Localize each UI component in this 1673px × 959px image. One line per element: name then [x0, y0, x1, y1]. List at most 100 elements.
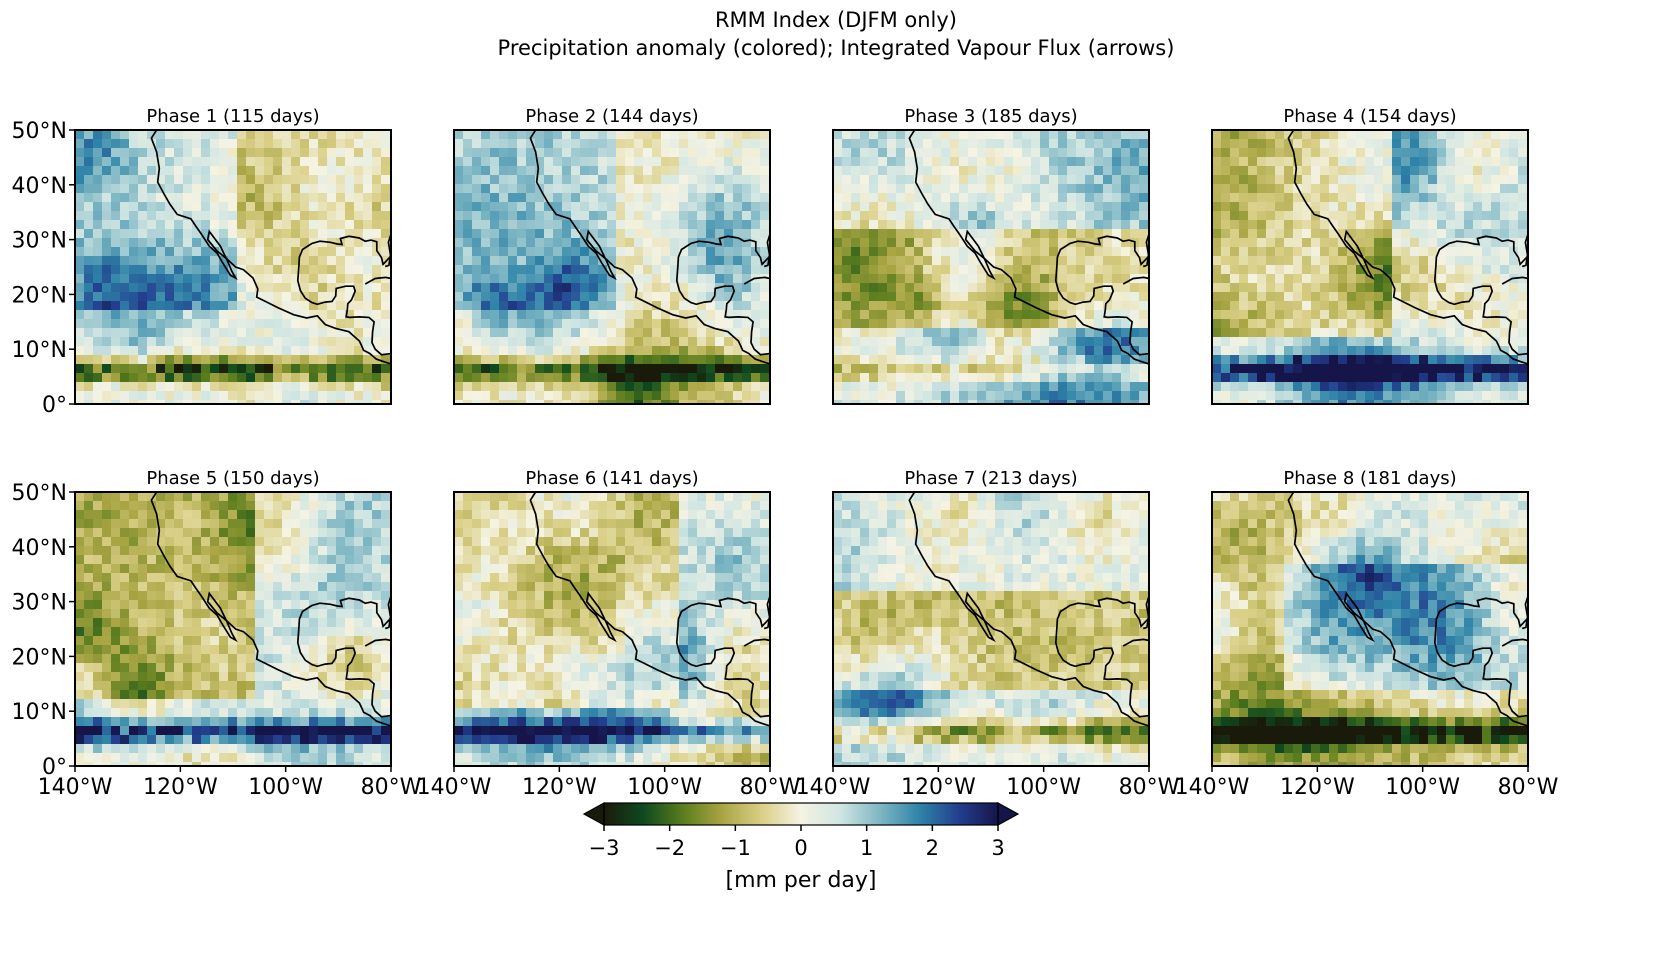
coastline — [675, 597, 770, 718]
coastline — [743, 638, 770, 647]
coastline — [150, 130, 391, 365]
coastline — [529, 130, 770, 365]
panel-frame — [1211, 129, 1529, 405]
colorbar-tick-label: −2 — [654, 836, 685, 860]
lon-tick-label: 120°W — [522, 775, 597, 800]
lon-tick-label: 100°W — [1385, 775, 1460, 800]
map-panel: Phase 4 (154 days) — [1211, 106, 1529, 405]
coastline — [675, 235, 770, 356]
map-panel: Phase 1 (115 days) 50°N 40°N 30°N 20°N 10°N 0° — [12, 106, 392, 418]
coastline — [1287, 492, 1528, 727]
panel-frame — [74, 491, 392, 767]
panel-frame — [453, 129, 771, 405]
lat-tick-label: 20°N — [12, 645, 67, 670]
colorbar-tick-label: 3 — [991, 836, 1004, 860]
colorbar-gradient — [604, 803, 998, 825]
coastline — [1501, 276, 1528, 285]
lon-tick-label: 120°W — [1280, 775, 1355, 800]
figure-title-line1: RMM Index (DJFM only) — [715, 8, 957, 32]
panel-frame — [74, 129, 392, 405]
precip-anomaly-field — [454, 130, 770, 404]
map-panel: Phase 7 (213 days) 140°W 120°W 100°W 80°W — [796, 468, 1180, 800]
colorbar-extend-low — [582, 801, 605, 827]
colorbar-tick-label: 1 — [860, 836, 873, 860]
panel-title: Phase 7 (213 days) — [904, 468, 1077, 489]
coastline — [1433, 235, 1528, 356]
lat-tick-label: 20°N — [12, 283, 67, 308]
lon-tick-label: 100°W — [627, 775, 702, 800]
lon-tick-label: 100°W — [1006, 775, 1081, 800]
coastline — [296, 597, 391, 718]
lon-tick-label: 140°W — [796, 775, 871, 800]
precip-anomaly-field — [75, 492, 391, 766]
lat-tick-label: 50°N — [12, 481, 67, 506]
map-panel: Phase 2 (144 days) — [453, 106, 771, 405]
lon-tick-label: 120°W — [143, 775, 218, 800]
panel-title: Phase 5 (150 days) — [146, 468, 319, 489]
lon-tick-label: 80°W — [740, 775, 801, 800]
panel-title: Phase 8 (181 days) — [1283, 468, 1456, 489]
lat-tick-label: 0° — [42, 393, 67, 418]
coastline — [364, 276, 391, 285]
coastline — [296, 235, 391, 356]
panel-grid: Phase 1 (115 days) 50°N 40°N 30°N 20°N 10°N 0°… — [12, 106, 1559, 800]
lon-tick-label: 80°W — [1498, 775, 1559, 800]
map-panel: Phase 6 (141 days) 140°W 120°W 100°W 80°W — [417, 468, 801, 800]
precip-anomaly-field — [75, 130, 391, 404]
coastline — [1501, 638, 1528, 647]
coastline — [743, 276, 770, 285]
lat-tick-label: 30°N — [12, 591, 67, 616]
lat-tick-label: 40°N — [12, 174, 67, 199]
lat-tick-label: 10°N — [12, 700, 67, 725]
panel-frame — [832, 491, 1150, 767]
lat-tick-label: 10°N — [12, 338, 67, 363]
precip-anomaly-field — [833, 130, 1149, 404]
colorbar-tick-label: 0 — [794, 836, 807, 860]
panel-frame — [453, 491, 771, 767]
lat-tick-label: 40°N — [12, 536, 67, 561]
precip-anomaly-field — [1212, 492, 1528, 766]
precip-anomaly-field — [1212, 130, 1528, 404]
coastline — [1433, 597, 1528, 718]
colorbar-tick-label: 2 — [926, 836, 939, 860]
coastline — [1054, 597, 1149, 718]
panel-frame — [1211, 491, 1529, 767]
precip-anomaly-field — [833, 492, 1149, 766]
panel-title: Phase 2 (144 days) — [525, 106, 698, 127]
panel-title: Phase 3 (185 days) — [904, 106, 1077, 127]
lon-tick-label: 100°W — [248, 775, 323, 800]
precip-anomaly-field — [454, 492, 770, 766]
coastline — [529, 492, 770, 727]
lat-tick-label: 0° — [42, 755, 67, 780]
map-panel: Phase 5 (150 days) 50°N 40°N 30°N 20°N 10°N 0°… — [12, 468, 422, 800]
panel-title: Phase 1 (115 days) — [146, 106, 319, 127]
coastline — [150, 492, 391, 727]
lon-tick-label: 80°W — [361, 775, 422, 800]
figure-title-line2: Precipitation anomaly (colored); Integra… — [498, 36, 1175, 60]
coastline — [1122, 638, 1149, 647]
map-panel: Phase 3 (185 days) — [832, 106, 1150, 405]
colorbar-tick-label: −1 — [720, 836, 751, 860]
lon-tick-label: 140°W — [417, 775, 492, 800]
coastline — [908, 130, 1149, 365]
lon-tick-label: 140°W — [1175, 775, 1250, 800]
coastline — [1287, 130, 1528, 365]
panel-frame — [832, 129, 1150, 405]
panel-title: Phase 6 (141 days) — [525, 468, 698, 489]
lat-tick-label: 50°N — [12, 119, 67, 144]
coastline — [364, 638, 391, 647]
colorbar: −3 −2 −1 0 1 2 3 [mm per day] — [582, 801, 1020, 893]
colorbar-tick-label: −3 — [589, 836, 620, 860]
coastline — [1054, 235, 1149, 356]
lon-tick-label: 140°W — [38, 775, 113, 800]
lon-tick-label: 120°W — [901, 775, 976, 800]
colorbar-label: [mm per day] — [725, 868, 876, 893]
coastline — [908, 492, 1149, 727]
colorbar-extend-high — [997, 801, 1020, 827]
coastline — [1122, 276, 1149, 285]
panel-title: Phase 4 (154 days) — [1283, 106, 1456, 127]
lon-tick-label: 80°W — [1119, 775, 1180, 800]
lat-tick-label: 30°N — [12, 229, 67, 254]
map-panel: Phase 8 (181 days) 140°W 120°W 100°W 80°W — [1175, 468, 1559, 800]
